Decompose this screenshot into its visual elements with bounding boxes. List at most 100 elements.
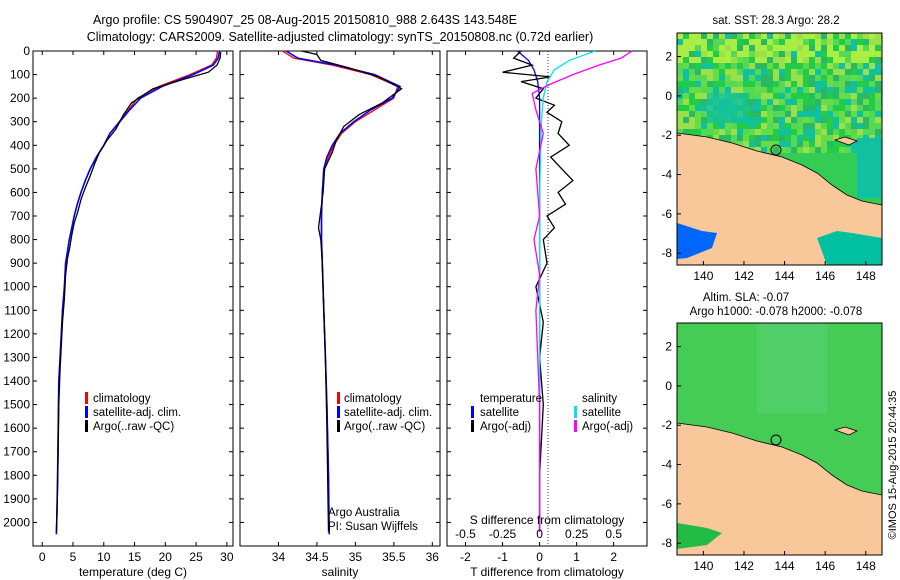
sst-cell: [683, 45, 689, 51]
sst-cell: [749, 45, 755, 51]
sst-cell: [689, 33, 695, 39]
map-y-tick-label: -6: [661, 497, 672, 511]
sst-cell: [761, 147, 767, 153]
temperature-panel: 0 5 10 15 20 25 300100200300400500600700800900…: [3, 44, 234, 579]
sst-cell: [797, 75, 803, 81]
series-line-3: [301, 50, 403, 532]
legend-label-s-argo: Argo(-adj): [582, 421, 633, 433]
sst-cell: [749, 123, 755, 129]
sst-cell: [797, 105, 803, 111]
y-tick-label: 800: [10, 233, 30, 247]
sst-cell: [827, 75, 833, 81]
sst-cell: [749, 87, 755, 93]
sst-cell: [707, 39, 713, 45]
y-tick-label: 1200: [3, 327, 30, 341]
temperature-legend: climatology satellite-adj. clim. Argo(..…: [85, 392, 181, 433]
sst-cell: [851, 129, 857, 135]
sst-cell: [785, 81, 791, 87]
sst-cell: [749, 63, 755, 69]
sst-cell: [689, 75, 695, 81]
sst-cell: [737, 57, 743, 63]
sst-cell: [695, 33, 701, 39]
sst-cell: [743, 135, 749, 141]
sst-cell: [767, 69, 773, 75]
sla-map-axis-ticks: 140 142 144 146 148 2 0 -2 -4 -6 -8: [661, 340, 876, 573]
x-tick-label: 35.5: [382, 550, 406, 564]
sst-cell: [683, 63, 689, 69]
sst-cell: [839, 93, 845, 99]
sst-cell: [869, 99, 875, 105]
sst-cell: [695, 51, 701, 57]
sst-cell: [743, 123, 749, 129]
sst-cell: [689, 123, 695, 129]
sst-cell: [773, 123, 779, 129]
sst-cell: [833, 111, 839, 117]
map-x-tick-label: 142: [734, 269, 754, 283]
sst-cell: [689, 117, 695, 123]
sst-cell: [683, 39, 689, 45]
sst-cell: [791, 141, 797, 147]
sst-cell: [809, 39, 815, 45]
salinity-panel: 34 34.5 35 35.5 36 salinity climatology sate…: [239, 50, 441, 579]
sst-cell: [689, 51, 695, 57]
sst-cell: [875, 69, 881, 75]
legend-swatch-climatology: [337, 392, 340, 404]
sst-cell: [833, 57, 839, 63]
sst-cell: [719, 45, 725, 51]
sst-cell: [689, 39, 695, 45]
legend-swatch-s-argo: [574, 420, 577, 432]
sst-cell: [767, 99, 773, 105]
sst-cell: [821, 51, 827, 57]
sst-cell: [863, 111, 869, 117]
sst-cell: [809, 99, 815, 105]
legend-label-s-satellite: satellite: [582, 407, 621, 419]
difference-xlabel-salinity: S difference from climatology: [470, 513, 625, 527]
sst-cell: [821, 123, 827, 129]
sst-cell: [701, 117, 707, 123]
sla-land-new-guinea: [677, 422, 882, 555]
sst-cell: [779, 81, 785, 87]
legend-label-argo: Argo(..raw -QC): [93, 421, 174, 433]
legend-header-temperature: temperature: [480, 393, 542, 405]
sst-cell: [845, 75, 851, 81]
sst-cell: [809, 33, 815, 39]
sst-cell: [779, 69, 785, 75]
sst-cell: [863, 45, 869, 51]
x-tick-label: 34.5: [305, 550, 329, 564]
sst-cell: [833, 69, 839, 75]
y-tick-label: 300: [10, 115, 30, 129]
sst-cell: [755, 123, 761, 129]
map-y-tick-label: 0: [665, 379, 672, 393]
salinity-diff-tick-label: 0.25: [565, 527, 589, 541]
sst-cell: [785, 69, 791, 75]
legend-swatch-s-satellite: [574, 406, 577, 418]
sst-cell: [791, 81, 797, 87]
sst-cell: [869, 81, 875, 87]
map-y-tick-label: -6: [661, 207, 672, 221]
temperature-axis-ticks: 0 5 10 15 20 25 300100200300400500600700800900…: [3, 44, 234, 564]
sst-cell: [773, 99, 779, 105]
sst-cell: [773, 33, 779, 39]
sst-cell: [815, 63, 821, 69]
sst-cell: [851, 69, 857, 75]
sst-cell: [737, 123, 743, 129]
sst-cell: [791, 105, 797, 111]
sst-cell: [779, 63, 785, 69]
sst-cell: [803, 33, 809, 39]
sst-cell: [761, 33, 767, 39]
sst-cell: [743, 57, 749, 63]
sst-cell: [731, 129, 737, 135]
sst-cell: [707, 93, 747, 123]
sst-cell: [875, 111, 881, 117]
sla-ocean-south: [677, 523, 722, 549]
x-tick-label: 36: [426, 550, 440, 564]
sst-cell: [761, 135, 767, 141]
sst-cell: [857, 123, 863, 129]
x-tick-label: 10: [97, 550, 111, 564]
sst-cell: [785, 129, 791, 135]
sst-cell: [833, 123, 839, 129]
sst-cell: [695, 99, 701, 105]
sst-cell: [857, 99, 863, 105]
sst-cell: [869, 57, 875, 63]
sst-cell: [761, 117, 767, 123]
